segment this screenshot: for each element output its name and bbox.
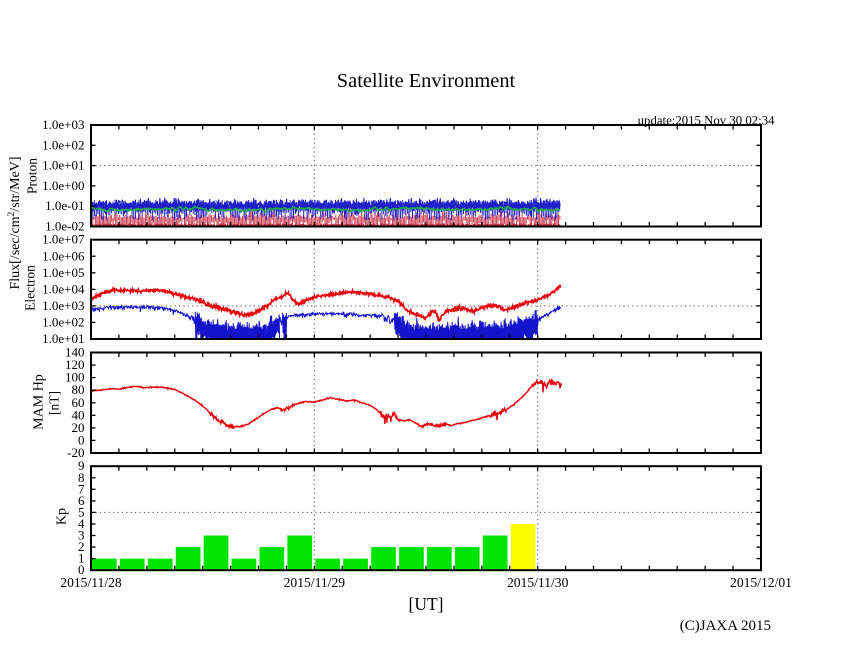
- svg-text:[UT]: [UT]: [409, 594, 444, 614]
- svg-text:2015/11/28: 2015/11/28: [60, 575, 122, 590]
- svg-text:80: 80: [72, 382, 85, 397]
- svg-text:1.0e+04: 1.0e+04: [42, 281, 85, 296]
- svg-text:4: 4: [78, 516, 85, 531]
- svg-text:[nT]: [nT]: [47, 391, 62, 415]
- svg-text:140: 140: [65, 345, 85, 360]
- svg-text:40: 40: [72, 407, 85, 422]
- svg-text:7: 7: [78, 481, 85, 496]
- svg-text:Proton: Proton: [25, 158, 40, 194]
- svg-text:-20: -20: [67, 445, 84, 460]
- svg-text:0: 0: [78, 562, 85, 577]
- svg-text:1.0e+03: 1.0e+03: [42, 298, 84, 313]
- svg-text:1.0e+00: 1.0e+00: [42, 178, 84, 193]
- svg-text:2015/11/30: 2015/11/30: [507, 575, 569, 590]
- svg-text:(C)JAXA 2015: (C)JAXA 2015: [680, 618, 771, 634]
- svg-text:Kp: Kp: [55, 508, 70, 525]
- svg-text:1.0e+05: 1.0e+05: [42, 265, 84, 280]
- svg-text:1.0e+06: 1.0e+06: [42, 248, 85, 263]
- svg-text:1.0e+07: 1.0e+07: [42, 232, 85, 247]
- svg-text:6: 6: [78, 493, 85, 508]
- svg-text:1.0e+02: 1.0e+02: [42, 314, 84, 329]
- svg-text:Flux[/sec/cm2/str/MeV]: Flux[/sec/cm2/str/MeV]: [7, 156, 23, 289]
- svg-text:3: 3: [78, 528, 85, 543]
- svg-text:Electron: Electron: [23, 265, 38, 311]
- svg-text:1.0e+01: 1.0e+01: [42, 331, 84, 346]
- svg-text:60: 60: [72, 395, 85, 410]
- svg-text:100: 100: [65, 370, 85, 385]
- svg-text:Satellite Environment: Satellite Environment: [337, 70, 516, 92]
- svg-text:1: 1: [78, 551, 85, 566]
- svg-text:5: 5: [78, 504, 85, 519]
- svg-text:1.0e+03: 1.0e+03: [42, 117, 84, 132]
- svg-text:1.0e+02: 1.0e+02: [42, 137, 84, 152]
- svg-text:MAM Hp: MAM Hp: [32, 374, 47, 430]
- svg-text:2: 2: [78, 539, 85, 554]
- svg-text:update:2015 Nov 30 02:34: update:2015 Nov 30 02:34: [638, 114, 775, 128]
- svg-text:0: 0: [78, 432, 85, 447]
- svg-text:1.0e+01: 1.0e+01: [42, 158, 84, 173]
- svg-text:2015/12/01: 2015/12/01: [730, 575, 792, 590]
- svg-text:8: 8: [78, 470, 85, 485]
- svg-text:1.0e-01: 1.0e-01: [45, 198, 84, 213]
- svg-text:1.0e-02: 1.0e-02: [45, 219, 84, 234]
- svg-text:2015/11/29: 2015/11/29: [284, 575, 346, 590]
- svg-text:20: 20: [72, 420, 85, 435]
- svg-text:120: 120: [65, 357, 85, 372]
- svg-text:9: 9: [78, 458, 85, 473]
